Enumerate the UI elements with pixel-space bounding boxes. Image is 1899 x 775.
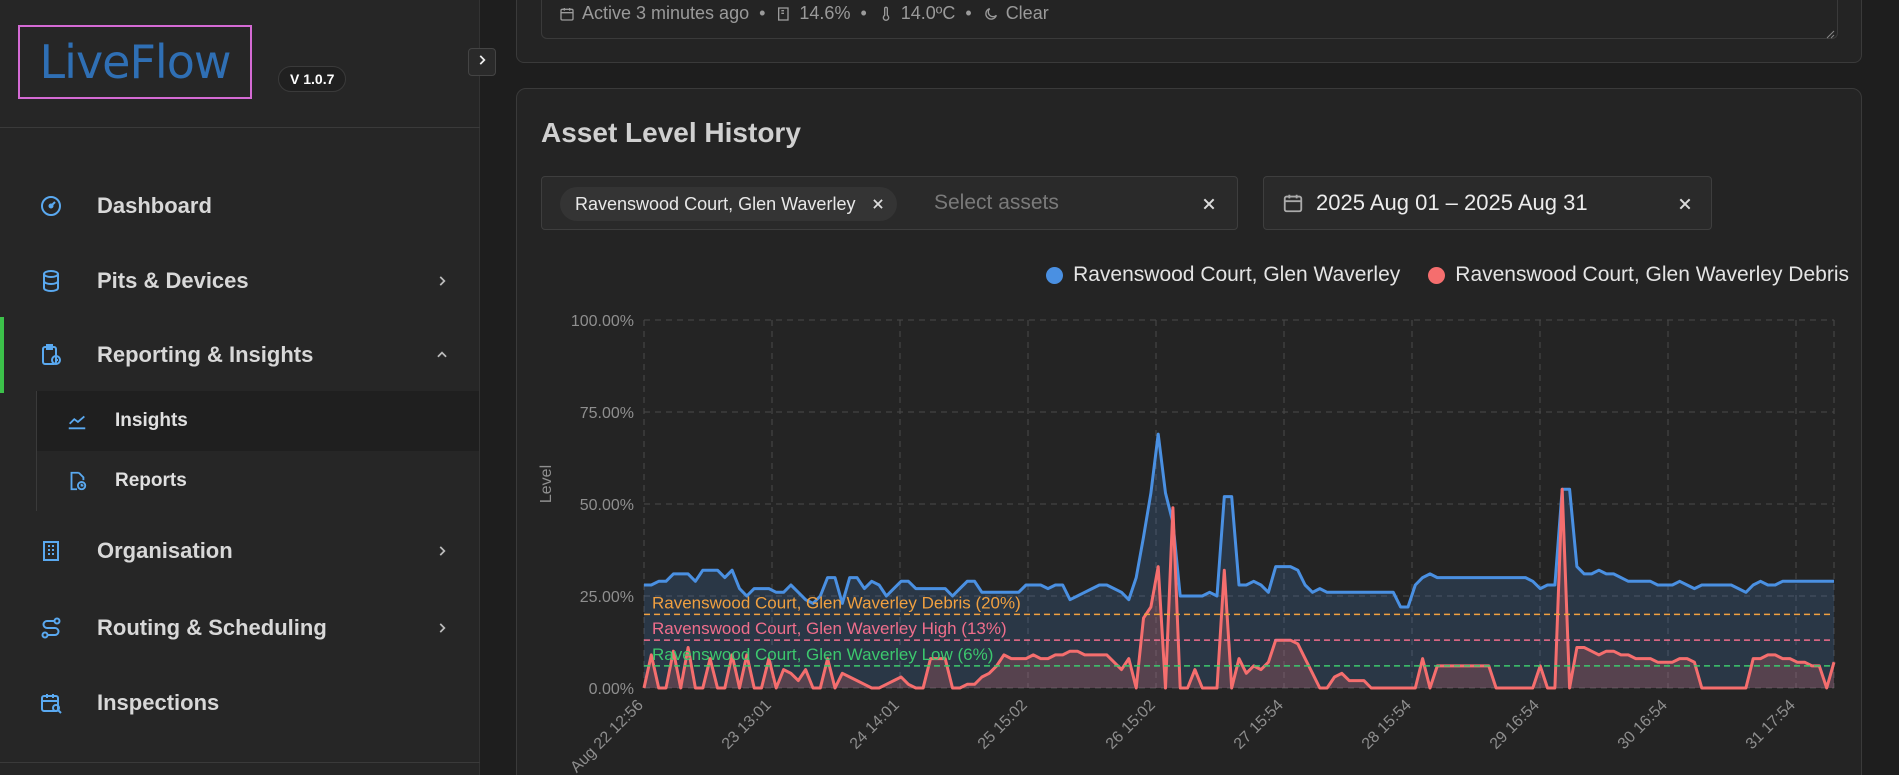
legend-item-debris[interactable]: Ravenswood Court, Glen Waverley Debris <box>1428 263 1849 287</box>
main-content: Active 3 minutes ago • 14.6% • 14.0ºC • <box>481 0 1899 775</box>
threshold-label: Ravenswood Court, Glen Waverley Debris (… <box>652 593 1021 612</box>
x-tick-label: 25 15:02 <box>975 697 1031 753</box>
y-tick-label: 50.00% <box>580 497 634 514</box>
status-box: Active 3 minutes ago • 14.6% • 14.0ºC • <box>541 0 1838 39</box>
sidebar-item-insights[interactable]: Insights <box>36 391 479 451</box>
status-active: Active 3 minutes ago <box>582 3 750 23</box>
date-range-value: 2025 Aug 01 – 2025 Aug 31 <box>1316 190 1588 215</box>
threshold-label: Ravenswood Court, Glen Waverley Low (6%) <box>652 645 993 664</box>
calendar-icon <box>558 5 576 23</box>
x-tick-label: 26 15:02 <box>1103 697 1159 753</box>
x-tick-label: 29 16:54 <box>1487 697 1543 753</box>
active-indicator <box>0 317 4 393</box>
x-tick-label: 23 13:01 <box>719 697 775 753</box>
sidebar-item-dashboard[interactable]: Dashboard <box>0 176 479 236</box>
calendar-search-icon <box>38 690 64 716</box>
x-tick-label: 24 14:01 <box>847 697 903 753</box>
level-series-line <box>644 432 1834 609</box>
legend-item-level[interactable]: Ravenswood Court, Glen Waverley <box>1046 263 1400 287</box>
debris-series-line <box>642 487 1836 690</box>
clear-date-icon[interactable] <box>1674 193 1696 215</box>
x-tick-label: 30 16:54 <box>1615 697 1671 753</box>
version-badge: V 1.0.7 <box>278 66 347 92</box>
sidebar-item-label: Reporting & Insights <box>97 342 314 367</box>
device-card: Active 3 minutes ago • 14.6% • 14.0ºC • <box>516 0 1862 63</box>
thermometer-icon <box>877 5 895 23</box>
chevron-right-icon <box>432 618 452 638</box>
clear-assets-icon[interactable] <box>1198 193 1220 215</box>
database-icon <box>38 268 64 294</box>
sidebar-item-pits-devices[interactable]: Pits & Devices <box>0 251 479 311</box>
clipboard-chart-icon <box>38 342 64 368</box>
separator-dot: • <box>759 3 766 23</box>
legend-label-debris: Ravenswood Court, Glen Waverley Debris <box>1455 263 1849 286</box>
date-range-picker[interactable]: 2025 Aug 01 – 2025 Aug 31 <box>1263 176 1712 230</box>
chevron-right-icon <box>432 541 452 561</box>
x-tick-label: 31 17:54 <box>1743 697 1799 753</box>
asset-select-placeholder: Select assets <box>934 191 1059 214</box>
sidebar-item-label: Insights <box>115 410 188 431</box>
sidebar-item-label: Organisation <box>97 538 233 563</box>
level-series-area <box>644 434 1834 688</box>
gauge-icon <box>38 193 64 219</box>
resize-handle[interactable] <box>1825 26 1835 39</box>
card-title: Asset Level History <box>541 117 801 148</box>
remove-chip-icon[interactable] <box>869 195 887 213</box>
status-row: Active 3 minutes ago • 14.6% • 14.0ºC • <box>558 3 1049 24</box>
moon-icon <box>982 5 1000 23</box>
route-icon <box>38 615 64 641</box>
sidebar-divider <box>0 762 480 763</box>
y-tick-label: 75.00% <box>580 405 634 422</box>
status-battery: 14.6% <box>799 3 851 23</box>
asset-chip-label: Ravenswood Court, Glen Waverley <box>575 194 856 214</box>
y-tick-label: 0.00% <box>589 681 634 698</box>
chevron-right-icon <box>475 53 489 72</box>
sidebar-item-label: Reports <box>115 470 187 491</box>
file-clock-icon <box>65 469 89 493</box>
battery-icon <box>775 5 793 23</box>
level-chart: 100.00% 75.00% 50.00% 25.00% 0.00%Aug 22 12:… <box>538 313 1836 775</box>
status-temperature: 14.0ºC <box>900 3 956 23</box>
line-chart-icon <box>65 409 89 433</box>
chevron-up-icon <box>432 345 452 365</box>
sidebar-item-label: Pits & Devices <box>97 268 249 293</box>
sidebar-item-reporting-insights[interactable]: Reporting & Insights <box>0 317 479 393</box>
chevron-right-icon <box>432 271 452 291</box>
sidebar-item-inspections[interactable]: Inspections <box>0 673 479 733</box>
x-tick-label: 27 15:54 <box>1231 697 1287 753</box>
y-axis-label: Level <box>538 465 555 503</box>
logo-text: LiveFlow <box>39 35 232 89</box>
chart-legend: Ravenswood Court, Glen Waverley Ravenswo… <box>1046 263 1849 287</box>
separator-dot: • <box>965 3 972 23</box>
sidebar-item-organisation[interactable]: Organisation <box>0 521 479 581</box>
legend-dot-debris <box>1428 266 1446 284</box>
asset-level-history-card: Asset Level History Ravenswood Court, Gl… <box>516 88 1862 775</box>
status-weather: Clear <box>1005 3 1049 23</box>
sidebar-item-reports[interactable]: Reports <box>36 451 479 511</box>
calendar-icon <box>1282 192 1304 214</box>
building-icon <box>38 538 64 564</box>
collapse-sidebar-button[interactable] <box>468 48 496 76</box>
sidebar-item-label: Dashboard <box>97 193 212 218</box>
sidebar-item-routing-scheduling[interactable]: Routing & Scheduling <box>0 598 479 658</box>
y-tick-label: 100.00% <box>571 313 634 330</box>
sidebar-item-label: Inspections <box>97 690 220 715</box>
x-tick-label: Aug 22 12:56 <box>567 697 646 775</box>
logo[interactable]: LiveFlow <box>18 25 252 99</box>
sidebar-divider <box>0 127 480 128</box>
asset-select[interactable]: Ravenswood Court, Glen Waverley Select a… <box>541 176 1238 230</box>
legend-label-level: Ravenswood Court, Glen Waverley <box>1073 263 1401 286</box>
legend-dot-level <box>1046 266 1064 284</box>
sidebar: LiveFlow V 1.0.7 Dashboard Pits & Device… <box>0 0 480 775</box>
asset-chip: Ravenswood Court, Glen Waverley <box>560 187 898 221</box>
separator-dot: • <box>860 3 867 23</box>
sidebar-item-label: Routing & Scheduling <box>97 615 327 640</box>
x-tick-label: 28 15:54 <box>1359 697 1415 753</box>
y-tick-label: 25.00% <box>580 589 634 606</box>
threshold-label: Ravenswood Court, Glen Waverley High (13… <box>652 619 1007 638</box>
